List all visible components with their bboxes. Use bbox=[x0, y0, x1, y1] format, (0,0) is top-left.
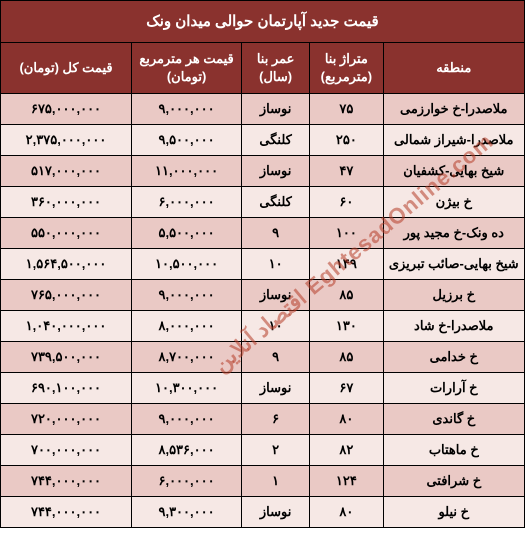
cell-unitprice: ۱۰,۵۰۰,۰۰۰ bbox=[132, 249, 242, 280]
price-table: قیمت جدید آپارتمان حوالی میدان ونک منطقه… bbox=[0, 0, 525, 528]
table-row: ملاصدرا-خ خوارزمی۷۵نوساز۹,۰۰۰,۰۰۰۶۷۵,۰۰۰… bbox=[1, 94, 525, 125]
cell-unitprice: ۹,۰۰۰,۰۰۰ bbox=[132, 404, 242, 435]
table-row: خ گاندی۸۰۶۹,۰۰۰,۰۰۰۷۲۰,۰۰۰,۰۰۰ bbox=[1, 404, 525, 435]
column-header-unitprice: قیمت هر مترمربع (تومان) bbox=[132, 43, 242, 94]
table-row: ملاصدرا-خ شاد۱۳۰۱۰۸,۰۰۰,۰۰۰۱,۰۴۰,۰۰۰,۰۰۰ bbox=[1, 311, 525, 342]
cell-region: خ خدامی bbox=[383, 342, 524, 373]
cell-area: ۶۷ bbox=[310, 373, 383, 404]
cell-region: ملاصدرا-خ خوارزمی bbox=[383, 94, 524, 125]
cell-age: ۹ bbox=[242, 342, 310, 373]
table-title: قیمت جدید آپارتمان حوالی میدان ونک bbox=[1, 1, 525, 43]
cell-total: ۲,۳۷۵,۰۰۰,۰۰۰ bbox=[1, 125, 132, 156]
cell-total: ۷۶۵,۰۰۰,۰۰۰ bbox=[1, 280, 132, 311]
cell-area: ۸۲ bbox=[310, 435, 383, 466]
cell-area: ۸۰ bbox=[310, 497, 383, 528]
cell-age: نوساز bbox=[242, 280, 310, 311]
table-row: خ ماهتاب۸۲۲۸,۵۳۶,۰۰۰۷۰۰,۰۰۰,۰۰۰ bbox=[1, 435, 525, 466]
table-body: ملاصدرا-خ خوارزمی۷۵نوساز۹,۰۰۰,۰۰۰۶۷۵,۰۰۰… bbox=[1, 94, 525, 528]
table-row: خ آرارات۶۷نوساز۱۰,۳۰۰,۰۰۰۶۹۰,۱۰۰,۰۰۰ bbox=[1, 373, 525, 404]
cell-area: ۴۷ bbox=[310, 156, 383, 187]
cell-age: کلنگی bbox=[242, 125, 310, 156]
cell-total: ۳۶۰,۰۰۰,۰۰۰ bbox=[1, 187, 132, 218]
cell-unitprice: ۵,۵۰۰,۰۰۰ bbox=[132, 218, 242, 249]
cell-area: ۷۵ bbox=[310, 94, 383, 125]
table-row: خ شرافتی۱۲۴۱۶,۰۰۰,۰۰۰۷۴۴,۰۰۰,۰۰۰ bbox=[1, 466, 525, 497]
cell-total: ۱,۰۴۰,۰۰۰,۰۰۰ bbox=[1, 311, 132, 342]
cell-age: نوساز bbox=[242, 497, 310, 528]
column-header-region: منطقه bbox=[383, 43, 524, 94]
cell-age: ۱ bbox=[242, 466, 310, 497]
cell-region: شیخ بهایی-صائب تبریزی bbox=[383, 249, 524, 280]
cell-region: ملاصدرا-خ شاد bbox=[383, 311, 524, 342]
cell-total: ۷۲۰,۰۰۰,۰۰۰ bbox=[1, 404, 132, 435]
cell-total: ۶۹۰,۱۰۰,۰۰۰ bbox=[1, 373, 132, 404]
cell-area: ۱۴۹ bbox=[310, 249, 383, 280]
cell-area: ۱۳۰ bbox=[310, 311, 383, 342]
cell-unitprice: ۹,۵۰۰,۰۰۰ bbox=[132, 125, 242, 156]
cell-region: شیخ بهایی-کشفیان bbox=[383, 156, 524, 187]
cell-region: خ آرارات bbox=[383, 373, 524, 404]
table-row: خ خدامی۸۵۹۸,۷۰۰,۰۰۰۷۳۹,۵۰۰,۰۰۰ bbox=[1, 342, 525, 373]
cell-age: نوساز bbox=[242, 94, 310, 125]
table-row: ده ونک-خ مجید پور۱۰۰۹۵,۵۰۰,۰۰۰۵۵۰,۰۰۰,۰۰… bbox=[1, 218, 525, 249]
column-header-total: قیمت کل (تومان) bbox=[1, 43, 132, 94]
cell-total: ۷۴۴,۰۰۰,۰۰۰ bbox=[1, 497, 132, 528]
cell-area: ۸۵ bbox=[310, 280, 383, 311]
cell-age: ۱۰ bbox=[242, 311, 310, 342]
cell-area: ۸۰ bbox=[310, 404, 383, 435]
table-row: خ بیژن۶۰کلنگی۶,۰۰۰,۰۰۰۳۶۰,۰۰۰,۰۰۰ bbox=[1, 187, 525, 218]
column-header-age: عمر بنا (سال) bbox=[242, 43, 310, 94]
cell-age: نوساز bbox=[242, 373, 310, 404]
table-row: خ برزیل۸۵نوساز۹,۰۰۰,۰۰۰۷۶۵,۰۰۰,۰۰۰ bbox=[1, 280, 525, 311]
cell-unitprice: ۶,۰۰۰,۰۰۰ bbox=[132, 187, 242, 218]
cell-unitprice: ۸,۵۳۶,۰۰۰ bbox=[132, 435, 242, 466]
cell-age: ۶ bbox=[242, 404, 310, 435]
table-row: شیخ بهایی-کشفیان۴۷نوساز۱۱,۰۰۰,۰۰۰۵۱۷,۰۰۰… bbox=[1, 156, 525, 187]
table-row: شیخ بهایی-صائب تبریزی۱۴۹۱۰۱۰,۵۰۰,۰۰۰۱,۵۶… bbox=[1, 249, 525, 280]
cell-age: ۲ bbox=[242, 435, 310, 466]
cell-region: خ نیلو bbox=[383, 497, 524, 528]
cell-total: ۷۳۹,۵۰۰,۰۰۰ bbox=[1, 342, 132, 373]
cell-unitprice: ۱۰,۳۰۰,۰۰۰ bbox=[132, 373, 242, 404]
cell-total: ۵۱۷,۰۰۰,۰۰۰ bbox=[1, 156, 132, 187]
cell-unitprice: ۹,۰۰۰,۰۰۰ bbox=[132, 280, 242, 311]
cell-age: نوساز bbox=[242, 156, 310, 187]
cell-total: ۷۴۴,۰۰۰,۰۰۰ bbox=[1, 466, 132, 497]
cell-area: ۶۰ bbox=[310, 187, 383, 218]
cell-unitprice: ۸,۰۰۰,۰۰۰ bbox=[132, 311, 242, 342]
cell-region: خ بیژن bbox=[383, 187, 524, 218]
table-header-row: منطقهمتراژ بنا (مترمربع)عمر بنا (سال)قیم… bbox=[1, 43, 525, 94]
cell-unitprice: ۹,۳۰۰,۰۰۰ bbox=[132, 497, 242, 528]
cell-unitprice: ۶,۰۰۰,۰۰۰ bbox=[132, 466, 242, 497]
cell-area: ۱۰۰ bbox=[310, 218, 383, 249]
cell-total: ۵۵۰,۰۰۰,۰۰۰ bbox=[1, 218, 132, 249]
cell-area: ۸۵ bbox=[310, 342, 383, 373]
cell-region: خ ماهتاب bbox=[383, 435, 524, 466]
column-header-area: متراژ بنا (مترمربع) bbox=[310, 43, 383, 94]
cell-total: ۱,۵۶۴,۵۰۰,۰۰۰ bbox=[1, 249, 132, 280]
cell-region: ملاصدرا-شیراز شمالی bbox=[383, 125, 524, 156]
cell-region: خ شرافتی bbox=[383, 466, 524, 497]
cell-unitprice: ۸,۷۰۰,۰۰۰ bbox=[132, 342, 242, 373]
cell-unitprice: ۱۱,۰۰۰,۰۰۰ bbox=[132, 156, 242, 187]
table-row: خ نیلو۸۰نوساز۹,۳۰۰,۰۰۰۷۴۴,۰۰۰,۰۰۰ bbox=[1, 497, 525, 528]
cell-age: ۱۰ bbox=[242, 249, 310, 280]
cell-unitprice: ۹,۰۰۰,۰۰۰ bbox=[132, 94, 242, 125]
cell-age: ۹ bbox=[242, 218, 310, 249]
cell-region: ده ونک-خ مجید پور bbox=[383, 218, 524, 249]
cell-region: خ برزیل bbox=[383, 280, 524, 311]
cell-total: ۶۷۵,۰۰۰,۰۰۰ bbox=[1, 94, 132, 125]
cell-region: خ گاندی bbox=[383, 404, 524, 435]
cell-total: ۷۰۰,۰۰۰,۰۰۰ bbox=[1, 435, 132, 466]
cell-area: ۱۲۴ bbox=[310, 466, 383, 497]
price-table-container: قیمت جدید آپارتمان حوالی میدان ونک منطقه… bbox=[0, 0, 525, 528]
cell-area: ۲۵۰ bbox=[310, 125, 383, 156]
table-row: ملاصدرا-شیراز شمالی۲۵۰کلنگی۹,۵۰۰,۰۰۰۲,۳۷… bbox=[1, 125, 525, 156]
cell-age: کلنگی bbox=[242, 187, 310, 218]
